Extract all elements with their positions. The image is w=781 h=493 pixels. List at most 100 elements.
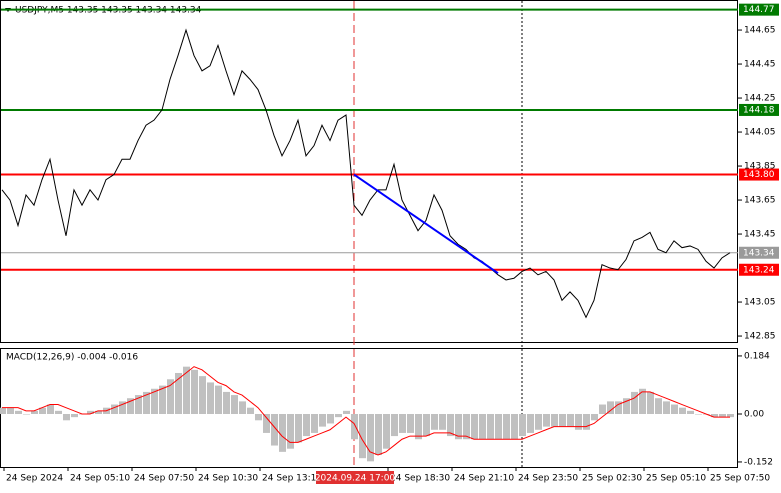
x-tick-label: 25 Sep 05:10 — [646, 474, 706, 484]
macd-bar — [431, 413, 438, 430]
macd-bar — [711, 413, 718, 418]
level-label-bg — [739, 246, 779, 259]
y-tick-label: 144.45 — [744, 60, 776, 70]
macd-bar — [471, 413, 478, 440]
level-label-bg — [739, 263, 779, 276]
signal-line — [2, 366, 730, 456]
macd-bar — [391, 413, 398, 437]
price-line — [1, 28, 731, 319]
macd-bar — [527, 413, 534, 433]
x-tick-label: 24 Sep 2024 — [6, 474, 63, 484]
macd-bar — [231, 395, 238, 414]
macd-bar — [519, 413, 526, 437]
macd-bar — [199, 376, 206, 414]
macd-bar — [687, 410, 694, 414]
y-tick-label: 143.45 — [744, 230, 776, 240]
trend-line — [353, 173, 499, 274]
level-label: 143.24 — [743, 265, 775, 275]
macd-bar — [343, 410, 350, 414]
macd-bar — [143, 391, 150, 414]
macd-bar — [23, 413, 30, 415]
x-tick-label: 24 Sep 18:30 — [390, 474, 450, 484]
macd-bar — [639, 388, 646, 414]
level-label-bg — [739, 3, 779, 16]
macd-bar — [151, 388, 158, 414]
macd-bar — [455, 413, 462, 440]
macd-bar — [623, 398, 630, 414]
macd-bar — [559, 413, 566, 427]
macd-bar — [447, 413, 454, 437]
level-label-bg — [739, 103, 779, 116]
level-label-bg — [739, 168, 779, 181]
x-tick-label: 24 Sep 10:30 — [198, 474, 258, 484]
macd-bar — [463, 413, 470, 440]
macd-bar — [255, 413, 262, 421]
macd-bar — [695, 413, 702, 415]
macd-bar — [439, 413, 446, 430]
macd-bar — [55, 410, 62, 414]
level-label: 143.80 — [743, 170, 775, 180]
macd-bar — [647, 391, 654, 414]
macd-title: MACD(12,26,9) -0.004 -0.016 — [6, 353, 138, 363]
macd-bar — [7, 407, 14, 414]
macd-bar — [575, 413, 582, 430]
macd-bar — [351, 413, 358, 440]
macd-bar — [223, 391, 230, 414]
level-label: 143.34 — [743, 248, 775, 258]
macd-bar — [71, 413, 78, 418]
macd-bar — [303, 413, 310, 437]
macd-bar — [423, 413, 430, 437]
macd-bar — [287, 413, 294, 449]
x-tick-label: 24 Sep 05:10 — [70, 474, 130, 484]
macd-bar — [663, 401, 670, 414]
macd-bar — [503, 413, 510, 440]
macd-bar — [319, 413, 326, 427]
y-tick-label: 0.00 — [744, 409, 764, 419]
crosshair-label-bg — [316, 471, 394, 484]
macd-bar — [671, 404, 678, 414]
macd-bar — [607, 401, 614, 414]
macd-bar — [175, 372, 182, 414]
macd-bar — [383, 413, 390, 449]
level-label: 144.77 — [743, 5, 775, 15]
crosshair-label: 2024.09.24 17:00 — [315, 474, 396, 484]
x-tick-label: 25 Sep 07:50 — [710, 474, 770, 484]
macd-bar — [295, 413, 302, 443]
macd-bar — [495, 413, 502, 440]
macd-bar — [591, 413, 598, 421]
macd-bar — [271, 413, 278, 446]
macd-bar — [631, 391, 638, 414]
macd-bar — [0, 407, 6, 414]
y-tick-label: 144.25 — [744, 94, 776, 104]
x-tick-label: 24 Sep 13:10 — [262, 474, 322, 484]
macd-bar — [119, 401, 126, 414]
macd-bar — [167, 379, 174, 414]
macd-bar — [279, 413, 286, 452]
macd-bar — [487, 413, 494, 440]
macd-bar — [535, 413, 542, 430]
macd-bar — [191, 369, 198, 414]
macd-bar — [63, 413, 70, 421]
y-tick-label: 144.65 — [744, 26, 776, 36]
macd-bar — [159, 385, 166, 414]
macd-bar — [39, 407, 46, 414]
level-label: 144.18 — [743, 105, 775, 115]
macd-bar — [375, 413, 382, 456]
macd-bar — [311, 413, 318, 433]
macd-bar — [567, 413, 574, 427]
macd-bar — [215, 385, 222, 414]
macd-bar — [95, 410, 102, 414]
x-tick-label: 24 Sep 21:10 — [454, 474, 514, 484]
macd-bar — [127, 398, 134, 414]
macd-bar — [207, 382, 214, 414]
macd-bar — [551, 413, 558, 427]
macd-bar — [31, 410, 38, 414]
macd-bar — [87, 410, 94, 414]
macd-bar — [719, 413, 726, 418]
macd-bar — [327, 413, 334, 424]
macd-bar — [615, 401, 622, 414]
y-tick-label: 143.05 — [744, 298, 776, 308]
y-tick-label: 0.184 — [744, 351, 770, 361]
macd-bar — [679, 407, 686, 414]
